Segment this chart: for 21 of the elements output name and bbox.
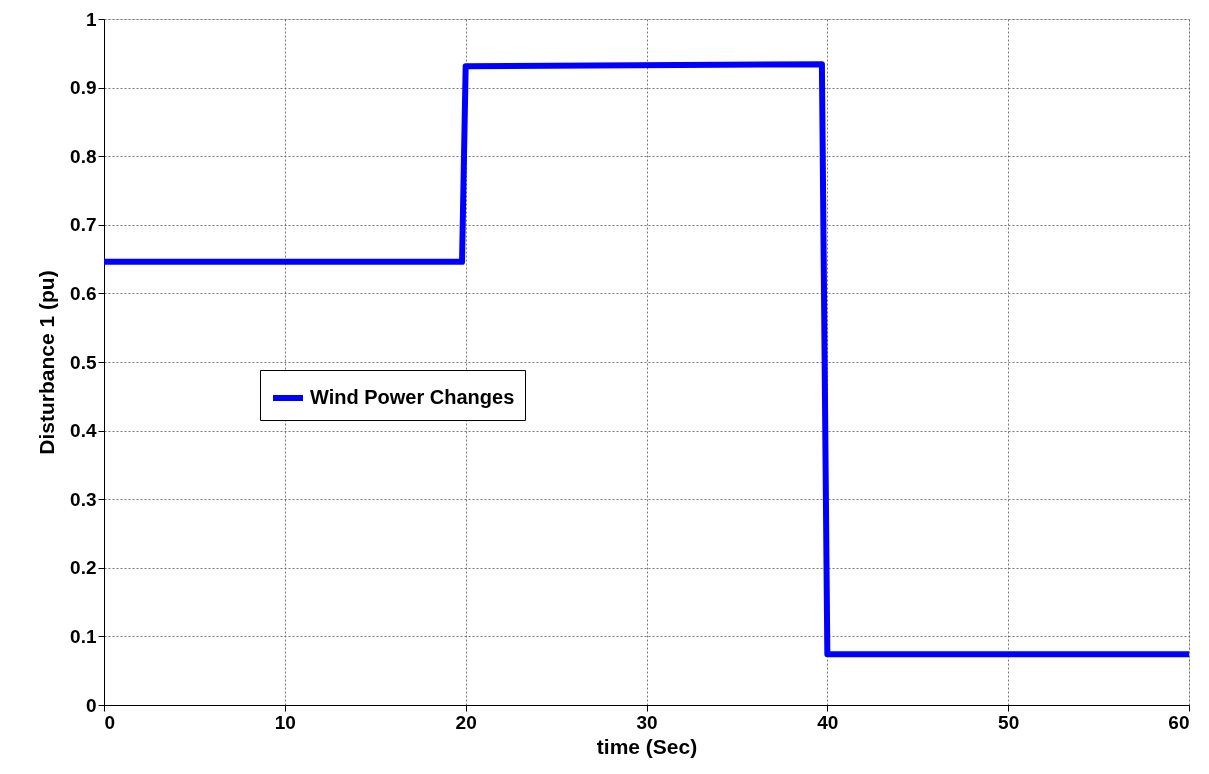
x-tick-label: 60: [1168, 711, 1190, 733]
y-tick-label: 1: [85, 8, 97, 30]
y-tick-label: 0.1: [70, 625, 97, 647]
y-axis-title: Disturbance 1 (pu): [35, 270, 59, 455]
legend-label: Wind Power Changes: [310, 386, 515, 408]
x-tick-label: 0: [104, 711, 116, 733]
x-tick-label: 20: [455, 711, 477, 733]
x-tick-label: 30: [636, 711, 658, 733]
y-tick-label: 0.6: [70, 282, 97, 304]
x-tick-label: 50: [998, 711, 1020, 733]
y-tick-label: 0.7: [70, 214, 97, 236]
x-tick-label: 10: [274, 711, 296, 733]
x-axis-title: time (Sec): [596, 734, 698, 758]
y-tick-label: 0.3: [70, 488, 97, 510]
x-tick-label: 40: [817, 711, 839, 733]
y-tick-label: 0.2: [70, 557, 97, 579]
y-tick-label: 0.5: [70, 351, 97, 373]
y-tick-label: 0.9: [70, 77, 97, 99]
y-tick-label: 0.4: [70, 420, 97, 442]
y-tick-label: 0.8: [70, 145, 97, 167]
y-tick-label: 0: [85, 694, 97, 716]
